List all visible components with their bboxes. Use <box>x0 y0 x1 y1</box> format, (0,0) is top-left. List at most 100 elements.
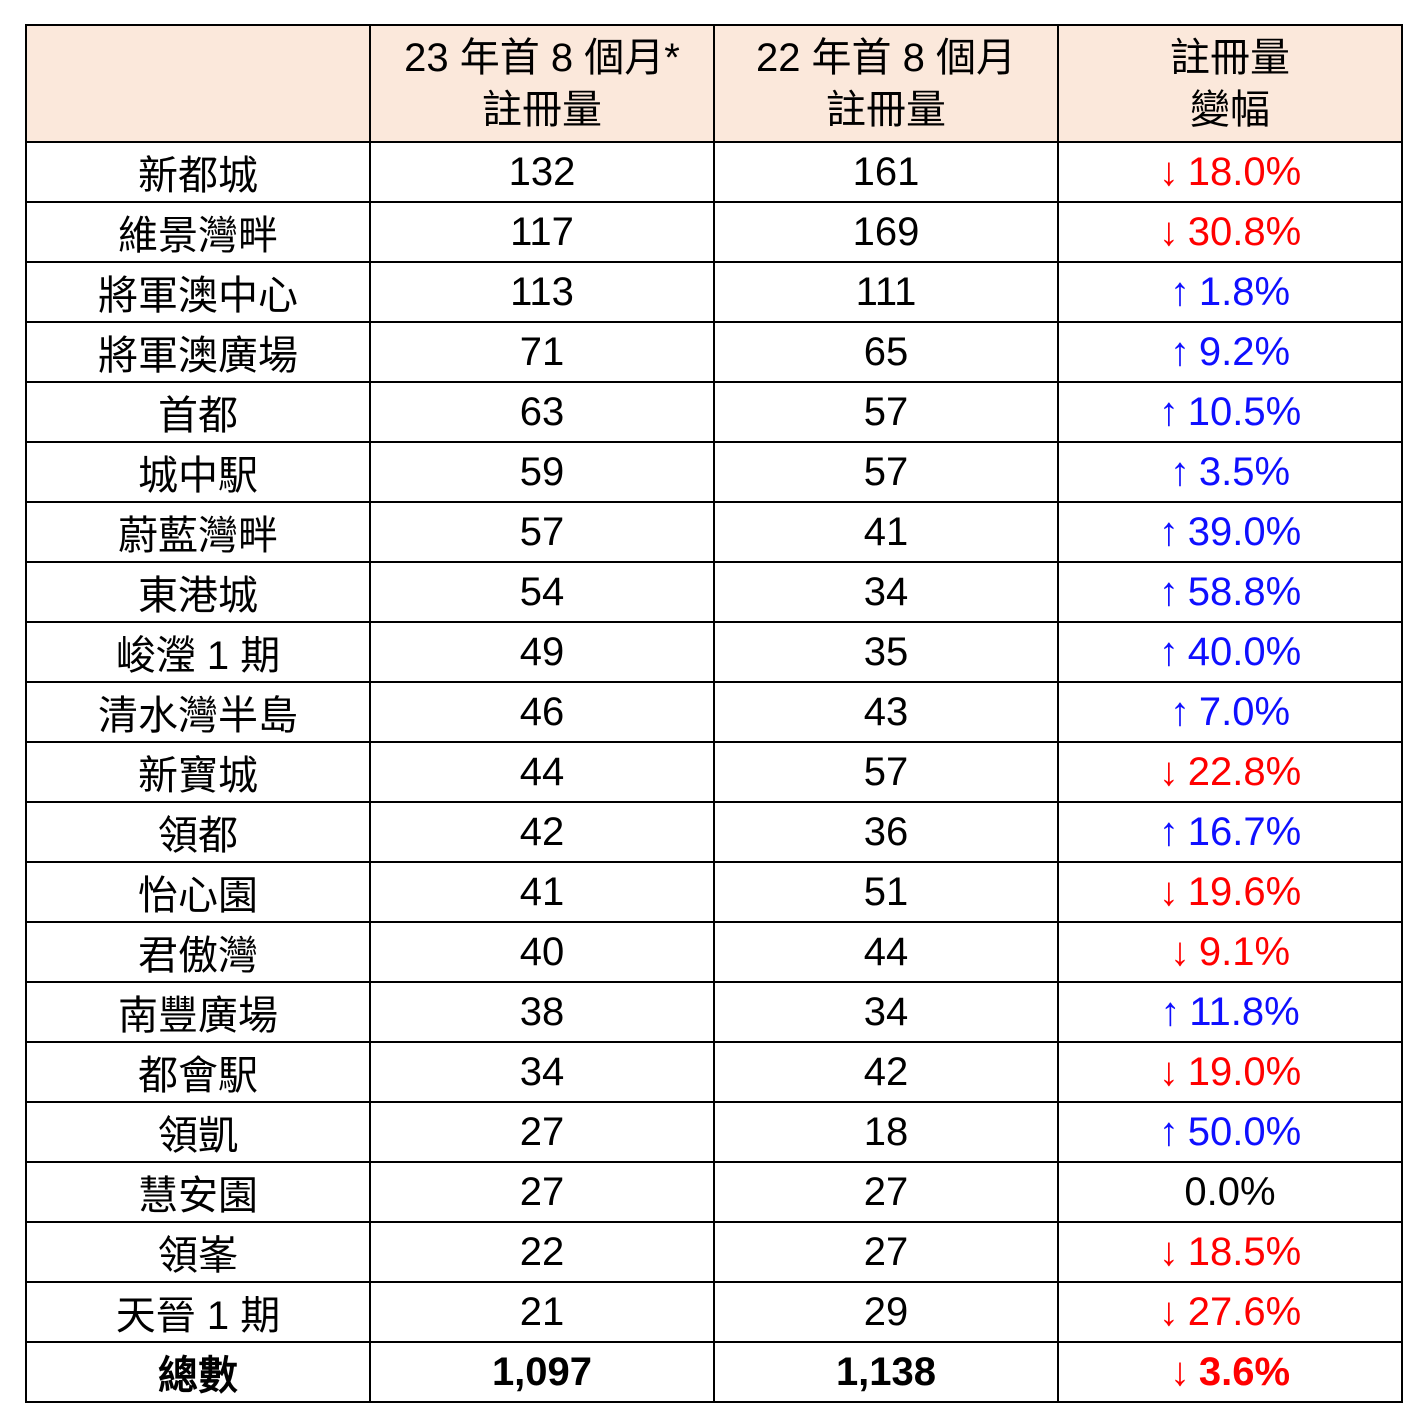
y22-value: 44 <box>713 921 1059 983</box>
estate-name: 蔚藍灣畔 <box>25 501 371 563</box>
table-row: 城中駅 59 57 ↑ 3.5% <box>25 441 1403 503</box>
change-cell: ↓ 22.8% <box>1057 741 1403 803</box>
change-value: 58.8% <box>1187 569 1302 614</box>
header-cell-y23: 23 年首 8 個月* 註冊量 <box>369 24 715 143</box>
y23-value: 44 <box>369 741 715 803</box>
estate-name: 天晉 1 期 <box>25 1281 371 1343</box>
registration-table: 23 年首 8 個月* 註冊量 22 年首 8 個月 註冊量 註冊量 變幅 新都… <box>25 24 1403 1403</box>
table-row: 新都城 132 161 ↓ 18.0% <box>25 141 1403 203</box>
estate-name: 清水灣半島 <box>25 681 371 743</box>
estate-name: 將軍澳廣場 <box>25 321 371 383</box>
change-value: 0.0% <box>1184 1169 1276 1214</box>
change-value: 18.5% <box>1187 1229 1302 1274</box>
y22-value: 36 <box>713 801 1059 863</box>
change-cell: ↑ 9.2% <box>1057 321 1403 383</box>
table-row: 將軍澳中心 113 111 ↑ 1.8% <box>25 261 1403 323</box>
y23-value: 34 <box>369 1041 715 1103</box>
change-cell: 0.0% <box>1057 1161 1403 1223</box>
change-arrow-icon: ↑ <box>1158 569 1179 614</box>
estate-name: 新都城 <box>25 141 371 203</box>
change-arrow-icon: ↑ <box>1158 1109 1179 1154</box>
y22-value: 57 <box>713 441 1059 503</box>
y22-value: 35 <box>713 621 1059 683</box>
y23-value: 63 <box>369 381 715 443</box>
estate-name: 峻瀅 1 期 <box>25 621 371 683</box>
estate-name: 東港城 <box>25 561 371 623</box>
y23-value: 57 <box>369 501 715 563</box>
change-arrow-icon: ↓ <box>1169 929 1190 974</box>
change-value: 1.8% <box>1198 269 1291 314</box>
change-cell: ↑ 16.7% <box>1057 801 1403 863</box>
change-arrow-icon: ↓ <box>1158 149 1179 194</box>
table-row: 蔚藍灣畔 57 41 ↑ 39.0% <box>25 501 1403 563</box>
change-value: 16.7% <box>1187 809 1302 854</box>
change-cell: ↓ 18.5% <box>1057 1221 1403 1283</box>
estate-name: 維景灣畔 <box>25 201 371 263</box>
table-row: 峻瀅 1 期 49 35 ↑ 40.0% <box>25 621 1403 683</box>
change-cell: ↑ 3.5% <box>1057 441 1403 503</box>
change-arrow-icon: ↓ <box>1158 1229 1179 1274</box>
change-value: 27.6% <box>1187 1289 1302 1334</box>
change-cell: ↓ 3.6% <box>1057 1341 1403 1403</box>
y22-value: 43 <box>713 681 1059 743</box>
y23-value: 38 <box>369 981 715 1043</box>
estate-name: 領峯 <box>25 1221 371 1283</box>
change-value: 18.0% <box>1187 149 1302 194</box>
change-arrow-icon: ↑ <box>1158 629 1179 674</box>
change-arrow-icon: ↑ <box>1158 809 1179 854</box>
change-arrow-icon: ↑ <box>1158 509 1179 554</box>
y23-value: 22 <box>369 1221 715 1283</box>
change-arrow-icon: ↑ <box>1169 449 1190 494</box>
header-y23-line2: 註冊量 <box>482 87 602 132</box>
y22-value: 34 <box>713 981 1059 1043</box>
change-cell: ↓ 19.0% <box>1057 1041 1403 1103</box>
y22-value: 65 <box>713 321 1059 383</box>
table-row: 維景灣畔 117 169 ↓ 30.8% <box>25 201 1403 263</box>
table-row: 清水灣半島 46 43 ↑ 7.0% <box>25 681 1403 743</box>
change-arrow-icon: ↑ <box>1158 389 1179 434</box>
change-value: 19.6% <box>1187 869 1302 914</box>
estate-name: 都會駅 <box>25 1041 371 1103</box>
change-cell: ↑ 39.0% <box>1057 501 1403 563</box>
change-value: 19.0% <box>1187 1049 1302 1094</box>
table-row: 領凱 27 18 ↑ 50.0% <box>25 1101 1403 1163</box>
estate-name: 南豐廣場 <box>25 981 371 1043</box>
header-change-line1: 註冊量 <box>1170 35 1290 80</box>
change-arrow-icon: ↓ <box>1158 869 1179 914</box>
change-cell: ↑ 1.8% <box>1057 261 1403 323</box>
table-row: 領峯 22 27 ↓ 18.5% <box>25 1221 1403 1283</box>
table-row: 東港城 54 34 ↑ 58.8% <box>25 561 1403 623</box>
y22-value: 161 <box>713 141 1059 203</box>
change-cell: ↑ 11.8% <box>1057 981 1403 1043</box>
estate-name: 首都 <box>25 381 371 443</box>
table-body: 新都城 132 161 ↓ 18.0% 維景灣畔 117 169 ↓ 30.8% 將… <box>25 141 1403 1403</box>
y22-value: 41 <box>713 501 1059 563</box>
y23-value: 132 <box>369 141 715 203</box>
estate-name: 城中駅 <box>25 441 371 503</box>
y23-value: 71 <box>369 321 715 383</box>
change-arrow-icon: ↑ <box>1169 689 1190 734</box>
change-arrow-icon: ↑ <box>1160 989 1181 1034</box>
change-value: 7.0% <box>1198 689 1291 734</box>
change-value: 50.0% <box>1187 1109 1302 1154</box>
table-row: 首都 63 57 ↑ 10.5% <box>25 381 1403 443</box>
y23-value: 27 <box>369 1161 715 1223</box>
change-value: 10.5% <box>1187 389 1302 434</box>
table-row: 怡心園 41 51 ↓ 19.6% <box>25 861 1403 923</box>
estate-name: 總數 <box>25 1341 371 1403</box>
change-value: 9.2% <box>1198 329 1291 374</box>
estate-name: 領凱 <box>25 1101 371 1163</box>
change-cell: ↓ 30.8% <box>1057 201 1403 263</box>
table-row: 天晉 1 期 21 29 ↓ 27.6% <box>25 1281 1403 1343</box>
change-value: 3.5% <box>1198 449 1291 494</box>
change-cell: ↑ 7.0% <box>1057 681 1403 743</box>
change-cell: ↑ 50.0% <box>1057 1101 1403 1163</box>
header-y22-line2: 註冊量 <box>826 87 946 132</box>
estate-name: 慧安園 <box>25 1161 371 1223</box>
y23-value: 49 <box>369 621 715 683</box>
table-row: 新寶城 44 57 ↓ 22.8% <box>25 741 1403 803</box>
header-row: 23 年首 8 個月* 註冊量 22 年首 8 個月 註冊量 註冊量 變幅 <box>25 24 1403 143</box>
header-change-line2: 變幅 <box>1190 87 1270 132</box>
estate-name: 君傲灣 <box>25 921 371 983</box>
y23-value: 27 <box>369 1101 715 1163</box>
